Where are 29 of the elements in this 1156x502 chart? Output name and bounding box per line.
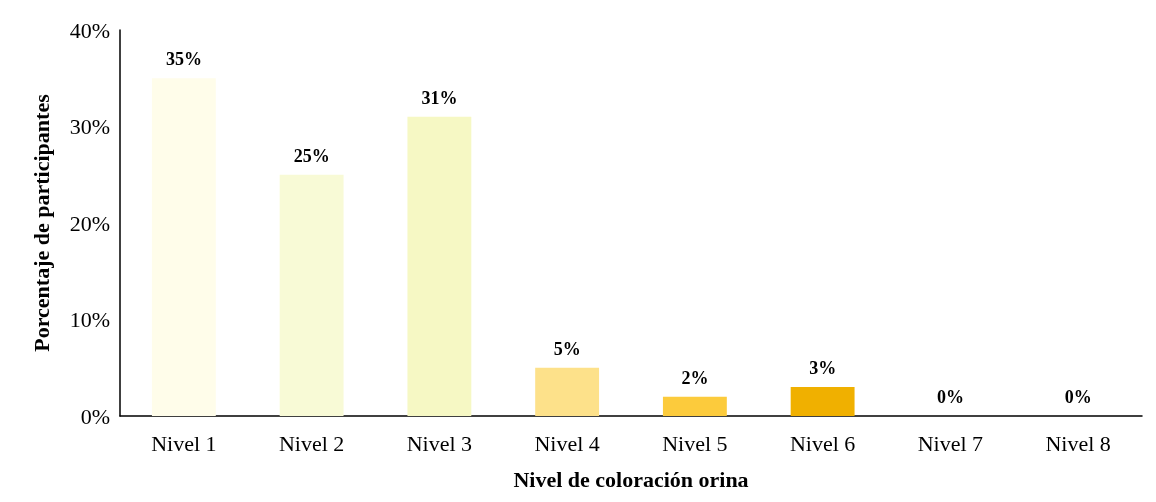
bar xyxy=(662,396,727,416)
x-tick-label: Nivel 6 xyxy=(789,430,856,456)
y-axis-title: Porcentaje de participantes xyxy=(28,93,54,352)
bar xyxy=(151,78,216,416)
x-tick-label: Nivel 2 xyxy=(278,430,345,456)
y-tick-label: 0% xyxy=(80,403,110,429)
bar xyxy=(790,387,855,416)
bar xyxy=(535,367,600,416)
x-axis-title: Nivel de coloración orina xyxy=(513,466,749,492)
x-tick-label: Nivel 1 xyxy=(151,430,217,456)
y-tick-label: 10% xyxy=(69,307,110,332)
y-tick-label: 30% xyxy=(69,114,110,139)
data-label: 2% xyxy=(681,367,709,388)
x-tick-label: Nivel 8 xyxy=(1045,430,1111,456)
y-tick-label: 40% xyxy=(69,17,110,43)
x-tick-label: Nivel 3 xyxy=(406,430,473,456)
data-label: 25% xyxy=(293,145,330,166)
x-tick-label: Nivel 5 xyxy=(662,430,728,456)
y-tick-label: 20% xyxy=(69,210,110,236)
data-label: 35% xyxy=(165,49,202,70)
x-tick-label: Nivel 4 xyxy=(534,430,600,456)
bar xyxy=(279,174,344,416)
data-label: 0% xyxy=(936,387,964,407)
data-label: 31% xyxy=(421,87,458,108)
data-label: 0% xyxy=(1064,387,1092,407)
data-label: 5% xyxy=(553,338,581,359)
data-label: 3% xyxy=(809,358,837,379)
x-tick-label: Nivel 7 xyxy=(917,430,984,456)
bar xyxy=(407,116,472,416)
